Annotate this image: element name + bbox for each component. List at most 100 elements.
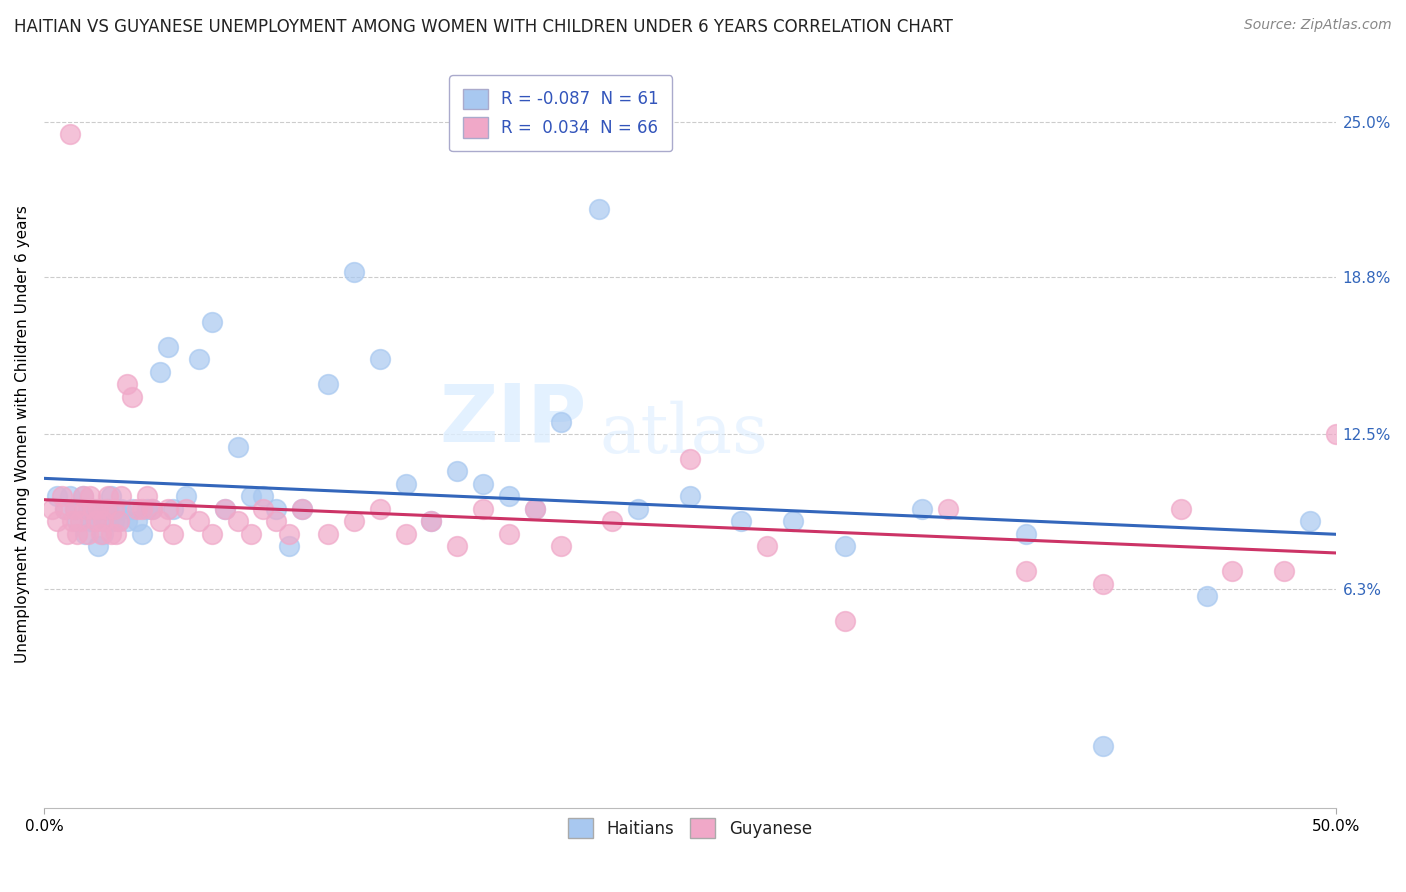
- Point: [59, 128, 82, 142]
- Point: [1014, 527, 1036, 541]
- Point: [115, 515, 138, 529]
- Point: [368, 502, 391, 516]
- Point: [87, 539, 110, 553]
- Point: [121, 390, 143, 404]
- Point: [446, 539, 468, 553]
- Point: [162, 527, 184, 541]
- Point: [226, 440, 249, 454]
- Point: [446, 465, 468, 479]
- Point: [87, 502, 110, 516]
- Point: [756, 539, 779, 553]
- Point: [523, 502, 546, 516]
- Point: [1324, 427, 1347, 442]
- Point: [131, 527, 153, 541]
- Point: [550, 539, 572, 553]
- Point: [472, 477, 495, 491]
- Point: [53, 502, 76, 516]
- Point: [266, 502, 288, 516]
- Point: [343, 265, 366, 279]
- Point: [343, 515, 366, 529]
- Point: [420, 515, 443, 529]
- Point: [1272, 564, 1295, 578]
- Point: [627, 502, 650, 516]
- Point: [498, 527, 520, 541]
- Point: [1220, 564, 1243, 578]
- Point: [252, 502, 274, 516]
- Point: [90, 502, 112, 516]
- Point: [76, 527, 98, 541]
- Point: [149, 515, 172, 529]
- Point: [91, 527, 114, 541]
- Text: ZIP: ZIP: [439, 380, 586, 458]
- Point: [226, 515, 249, 529]
- Point: [97, 490, 120, 504]
- Text: HAITIAN VS GUYANESE UNEMPLOYMENT AMONG WOMEN WITH CHILDREN UNDER 6 YEARS CORRELA: HAITIAN VS GUYANESE UNEMPLOYMENT AMONG W…: [14, 18, 953, 36]
- Point: [239, 527, 262, 541]
- Point: [316, 377, 339, 392]
- Point: [201, 315, 224, 329]
- Point: [278, 527, 301, 541]
- Point: [125, 502, 148, 516]
- Point: [368, 352, 391, 367]
- Point: [291, 502, 314, 516]
- Point: [1170, 502, 1192, 516]
- Point: [588, 202, 610, 217]
- Point: [730, 515, 752, 529]
- Point: [115, 377, 138, 392]
- Text: atlas: atlas: [599, 401, 768, 467]
- Point: [56, 527, 79, 541]
- Point: [162, 502, 184, 516]
- Point: [834, 539, 856, 553]
- Point: [141, 502, 163, 516]
- Point: [1092, 739, 1115, 753]
- Point: [100, 527, 122, 541]
- Point: [394, 527, 416, 541]
- Point: [201, 527, 224, 541]
- Point: [214, 502, 236, 516]
- Point: [59, 490, 82, 504]
- Point: [108, 515, 131, 529]
- Point: [108, 515, 131, 529]
- Point: [75, 502, 97, 516]
- Point: [72, 490, 94, 504]
- Point: [1092, 576, 1115, 591]
- Point: [76, 502, 98, 516]
- Point: [174, 490, 197, 504]
- Point: [936, 502, 959, 516]
- Point: [472, 502, 495, 516]
- Point: [41, 502, 63, 516]
- Point: [782, 515, 804, 529]
- Point: [600, 515, 623, 529]
- Point: [110, 490, 132, 504]
- Point: [214, 502, 236, 516]
- Point: [91, 515, 114, 529]
- Point: [834, 614, 856, 628]
- Point: [316, 527, 339, 541]
- Point: [105, 502, 128, 516]
- Point: [174, 502, 197, 516]
- Point: [679, 490, 702, 504]
- Point: [82, 502, 104, 516]
- Point: [121, 502, 143, 516]
- Point: [149, 365, 172, 379]
- Point: [394, 477, 416, 491]
- Point: [125, 515, 148, 529]
- Point: [911, 502, 934, 516]
- Point: [550, 415, 572, 429]
- Point: [291, 502, 314, 516]
- Point: [110, 502, 132, 516]
- Point: [252, 490, 274, 504]
- Point: [90, 527, 112, 541]
- Point: [53, 502, 76, 516]
- Point: [63, 502, 86, 516]
- Point: [266, 515, 288, 529]
- Point: [51, 490, 73, 504]
- Point: [100, 490, 122, 504]
- Point: [239, 490, 262, 504]
- Text: Source: ZipAtlas.com: Source: ZipAtlas.com: [1244, 18, 1392, 32]
- Point: [1195, 589, 1218, 603]
- Point: [60, 515, 83, 529]
- Point: [105, 527, 128, 541]
- Point: [103, 502, 125, 516]
- Point: [187, 515, 209, 529]
